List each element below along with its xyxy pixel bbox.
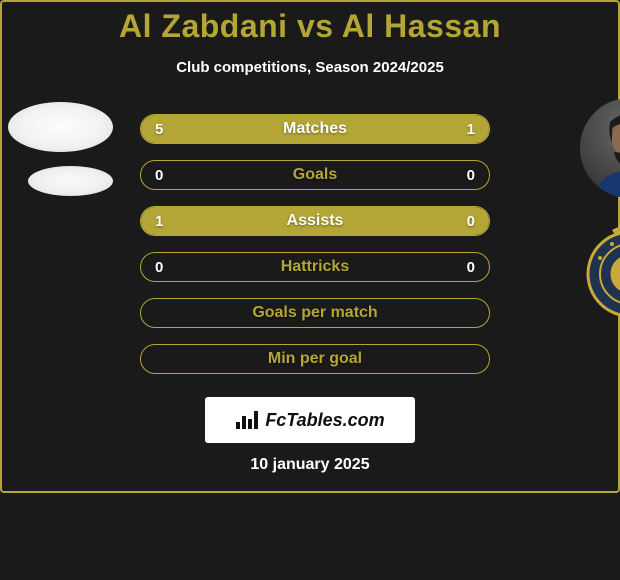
player-left-avatar: [8, 102, 113, 152]
stat-label: Min per goal: [141, 350, 489, 368]
stat-row: 51Matches: [140, 114, 490, 144]
brand-text: FcTables.com: [265, 410, 384, 431]
comparison-area: 51Matches 00Goals 10Assists 00Hattricks Goal…: [0, 114, 620, 434]
stat-row: 00Hattricks: [140, 252, 490, 282]
bars-icon: [235, 410, 259, 430]
stat-row: Min per goal: [140, 344, 490, 374]
stat-label: Assists: [141, 212, 489, 230]
stat-row: 10Assists: [140, 206, 490, 236]
date-label: 10 january 2025: [0, 456, 620, 474]
brand-badge[interactable]: FcTables.com: [205, 397, 415, 443]
stat-label: Goals: [141, 166, 489, 184]
stat-label: Matches: [141, 120, 489, 138]
stat-rows: 51Matches 00Goals 10Assists 00Hattricks Goal…: [140, 114, 490, 390]
club-left-badge: [28, 166, 113, 196]
stat-label: Hattricks: [141, 258, 489, 276]
club-right-badge: [580, 222, 620, 322]
stat-row: 00Goals: [140, 160, 490, 190]
stat-row: Goals per match: [140, 298, 490, 328]
stat-label: Goals per match: [141, 304, 489, 322]
